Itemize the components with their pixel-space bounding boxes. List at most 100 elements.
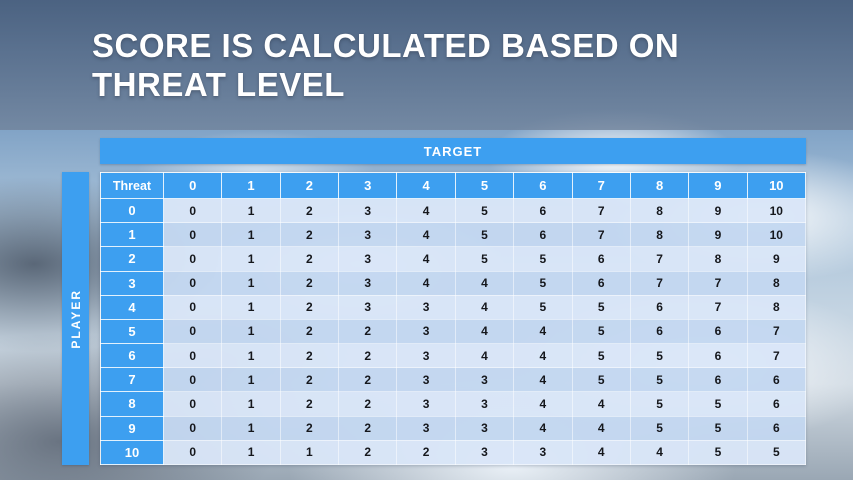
- score-cell: 8: [688, 246, 748, 272]
- score-cell: 8: [629, 197, 690, 224]
- score-cell: 3: [396, 391, 456, 417]
- target-col-header: 7: [571, 172, 631, 199]
- score-cell: 3: [338, 222, 398, 248]
- score-cell: 2: [338, 415, 398, 441]
- score-cell: 3: [454, 415, 515, 441]
- score-cell: 5: [688, 415, 748, 441]
- score-cell: 4: [513, 367, 573, 393]
- score-cell: 2: [279, 246, 340, 272]
- score-cell: 5: [746, 439, 807, 466]
- table-row: 0 0 1 2 3 4 5 6 7 8 9 10: [100, 197, 807, 224]
- score-cell: 8: [746, 270, 807, 296]
- score-cell: 5: [513, 270, 573, 296]
- threat-row-header: 9: [100, 415, 164, 441]
- score-cell: 6: [513, 222, 573, 248]
- score-cell: 6: [746, 415, 807, 441]
- score-cell: 6: [629, 318, 690, 345]
- score-cell: 3: [396, 318, 456, 345]
- player-axis-header: PLAYER: [62, 172, 89, 465]
- score-cell: 0: [162, 318, 223, 345]
- score-cell: 6: [571, 270, 631, 296]
- score-cell: 5: [629, 343, 690, 369]
- score-cell: 6: [571, 246, 631, 272]
- score-cell: 7: [571, 197, 631, 224]
- score-cell: 2: [338, 318, 398, 345]
- score-cell: 1: [221, 197, 281, 224]
- score-cell: 1: [221, 439, 281, 466]
- score-cell: 2: [338, 439, 398, 466]
- score-cell: 1: [221, 246, 281, 272]
- score-cell: 7: [688, 270, 748, 296]
- score-cell: 7: [629, 270, 690, 296]
- score-cell: 1: [221, 343, 281, 369]
- score-cell: 7: [688, 294, 748, 320]
- score-cell: 4: [454, 270, 515, 296]
- target-col-header: 3: [338, 172, 398, 199]
- score-cell: 0: [162, 222, 223, 248]
- score-cell: 5: [629, 415, 690, 441]
- score-cell: 2: [279, 222, 340, 248]
- target-col-header: 0: [162, 172, 223, 199]
- score-cell: 1: [221, 270, 281, 296]
- threat-row-header: 10: [100, 439, 164, 466]
- score-cell: 10: [746, 222, 807, 248]
- threat-row-header: 5: [100, 318, 164, 345]
- score-cell: 0: [162, 197, 223, 224]
- score-cell: 5: [629, 367, 690, 393]
- score-cell: 6: [746, 367, 807, 393]
- score-cell: 2: [338, 343, 398, 369]
- table-row: 10 0 1 1 2 2 3 3 4 4 5 5: [100, 439, 807, 466]
- target-axis-label: TARGET: [423, 143, 483, 159]
- threat-row-header: 6: [100, 343, 164, 369]
- score-cell: 1: [221, 318, 281, 345]
- threat-row-header: 2: [100, 246, 164, 272]
- score-cell: 7: [629, 246, 690, 272]
- target-col-header: 5: [454, 172, 515, 199]
- score-cell: 3: [396, 367, 456, 393]
- target-col-header: 8: [629, 172, 690, 199]
- table-header-row: Threat 0 1 2 3 4 5 6 7 8 9 10: [100, 172, 807, 199]
- score-cell: 5: [629, 391, 690, 417]
- score-cell: 4: [571, 439, 631, 466]
- score-cell: 7: [746, 318, 807, 345]
- score-table: Threat 0 1 2 3 4 5 6 7 8 9 10 0 0 1 2 3 4 5 6 7 8 9 10 1 0 1 2 3 4 5…: [100, 172, 807, 466]
- score-cell: 5: [688, 391, 748, 417]
- score-cell: 5: [688, 439, 748, 466]
- score-cell: 0: [162, 439, 223, 466]
- threat-corner-cell: Threat: [100, 172, 164, 199]
- score-cell: 4: [513, 343, 573, 369]
- score-cell: 4: [571, 391, 631, 417]
- score-cell: 5: [454, 222, 515, 248]
- score-cell: 10: [746, 197, 807, 224]
- score-cell: 2: [279, 343, 340, 369]
- score-cell: 5: [513, 294, 573, 320]
- score-cell: 5: [454, 246, 515, 272]
- score-cell: 7: [746, 343, 807, 369]
- score-cell: 4: [396, 197, 456, 224]
- score-cell: 3: [454, 367, 515, 393]
- score-cell: 0: [162, 415, 223, 441]
- title-band: SCORE IS CALCULATED BASED ON THREAT LEVE…: [0, 0, 853, 130]
- target-col-header: 1: [221, 172, 281, 199]
- score-cell: 4: [629, 439, 690, 466]
- score-cell: 1: [221, 222, 281, 248]
- score-cell: 4: [513, 391, 573, 417]
- score-cell: 2: [279, 391, 340, 417]
- score-cell: 4: [513, 415, 573, 441]
- score-cell: 6: [688, 367, 748, 393]
- score-cell: 5: [513, 246, 573, 272]
- score-cell: 0: [162, 294, 223, 320]
- score-cell: 3: [338, 294, 398, 320]
- score-cell: 9: [688, 222, 748, 248]
- score-cell: 6: [629, 294, 690, 320]
- score-cell: 2: [338, 367, 398, 393]
- score-cell: 2: [279, 197, 340, 224]
- threat-row-header: 8: [100, 391, 164, 417]
- score-cell: 5: [571, 318, 631, 345]
- score-cell: 3: [396, 294, 456, 320]
- score-cell: 6: [746, 391, 807, 417]
